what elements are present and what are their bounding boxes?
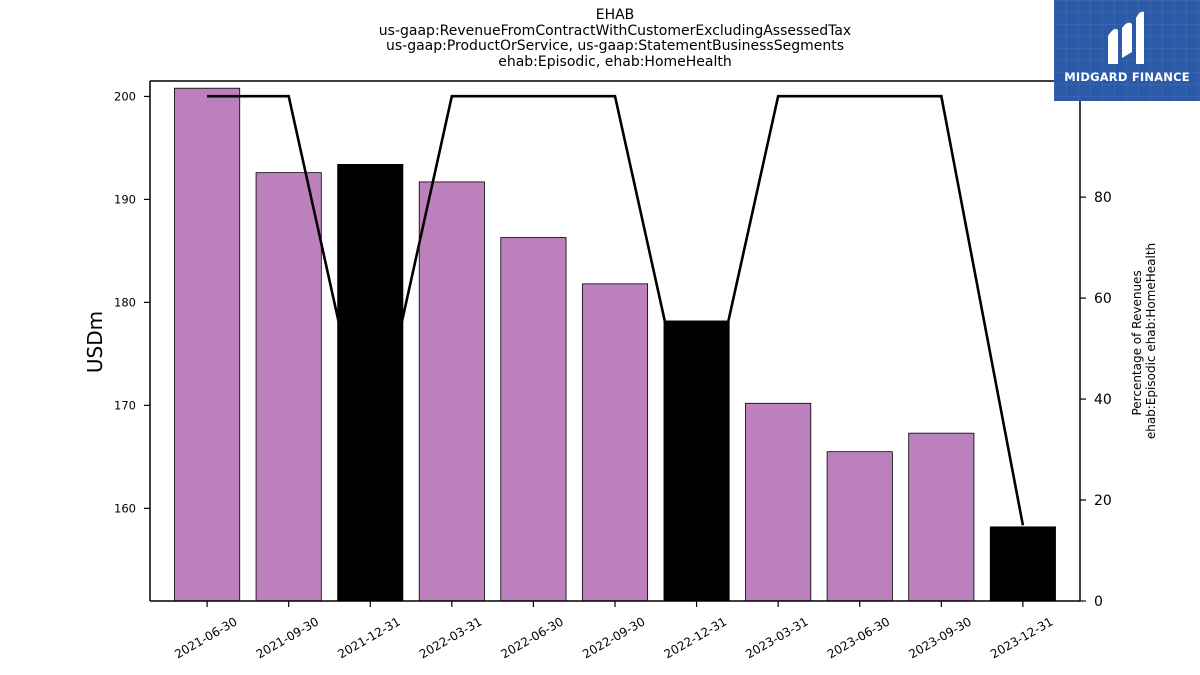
bar-2023-06-30 (826, 451, 893, 601)
x-tick-label: 2022-03-31 (417, 614, 484, 661)
bar-group (174, 87, 1056, 601)
y-axis-label: USDm (83, 311, 107, 373)
y2-axis-label-line1: Percentage of Revenues (1130, 270, 1144, 415)
line-series-group (207, 94, 1025, 526)
x-tick-label: 2021-06-30 (172, 614, 239, 661)
bar-2023-03-31 (745, 402, 812, 601)
title-line-concept: us-gaap:RevenueFromContractWithCustomerE… (378, 22, 852, 39)
y2-tick-label: 0 (1094, 594, 1103, 610)
bar-2021-09-30 (255, 172, 322, 601)
x-tick-label: 2023-09-30 (906, 614, 973, 661)
x-tick-group: 2021-06-30 2021-09-30 2021-12-31 2022-03-31… (172, 601, 1055, 661)
y2-axis-label: Percentage of Revenues ehab:Episodic eha… (1130, 243, 1158, 439)
title-line-axes: us-gaap:ProductOrService, us-gaap:Statem… (385, 38, 844, 55)
bar-2022-09-30 (581, 283, 649, 601)
y-tick-label: 170 (114, 398, 136, 412)
bar-2022-03-31 (418, 181, 485, 601)
bar-2021-06-30 (174, 87, 241, 601)
y-tick-label: 190 (114, 192, 136, 206)
y2-tick-label: 60 (1094, 291, 1112, 307)
y2-tick-label: 80 (1094, 190, 1112, 206)
y2-axis-label-line2: ehab:Episodic ehab:HomeHealth (1144, 243, 1158, 439)
x-tick-label: 2021-09-30 (254, 614, 321, 661)
title-line-members: ehab:Episodic, ehab:HomeHealth (498, 53, 732, 70)
y2-tick-label: 20 (1094, 493, 1112, 509)
logo-text: MIDGARD FINANCE (1064, 70, 1190, 84)
x-tick-label: 2021-12-31 (335, 614, 402, 661)
x-tick-label: 2022-06-30 (499, 614, 566, 661)
y2-tick-label: 40 (1094, 392, 1112, 408)
x-tick-label: 2022-12-31 (662, 614, 729, 661)
bar-2023-09-30 (908, 432, 975, 601)
x-tick-label: 2023-06-30 (825, 614, 892, 661)
y-tick-label: 160 (114, 501, 136, 515)
percentage-line (207, 94, 1025, 526)
y-tick-label: 180 (114, 295, 136, 309)
bar-2022-06-30 (500, 237, 567, 601)
bar-2023-12-31 (989, 526, 1056, 601)
x-tick-label: 2023-12-31 (988, 614, 1055, 661)
chart-title: EHAB us-gaap:RevenueFromContractWithCust… (315, 7, 915, 70)
brand-logo: MIDGARD FINANCE (1054, 0, 1200, 101)
bar-2021-12-31 (337, 164, 404, 601)
y2-tick-group: 020406080100 (1080, 89, 1121, 610)
x-tick-label: 2022-09-30 (580, 614, 647, 661)
logo-mark-icon (1108, 11, 1144, 65)
title-line-ticker: EHAB (595, 7, 635, 23)
y-tick-group: 160 170 180 190 200 (114, 89, 150, 515)
x-tick-label: 2023-03-31 (743, 614, 810, 661)
y-tick-label: 200 (114, 89, 136, 103)
